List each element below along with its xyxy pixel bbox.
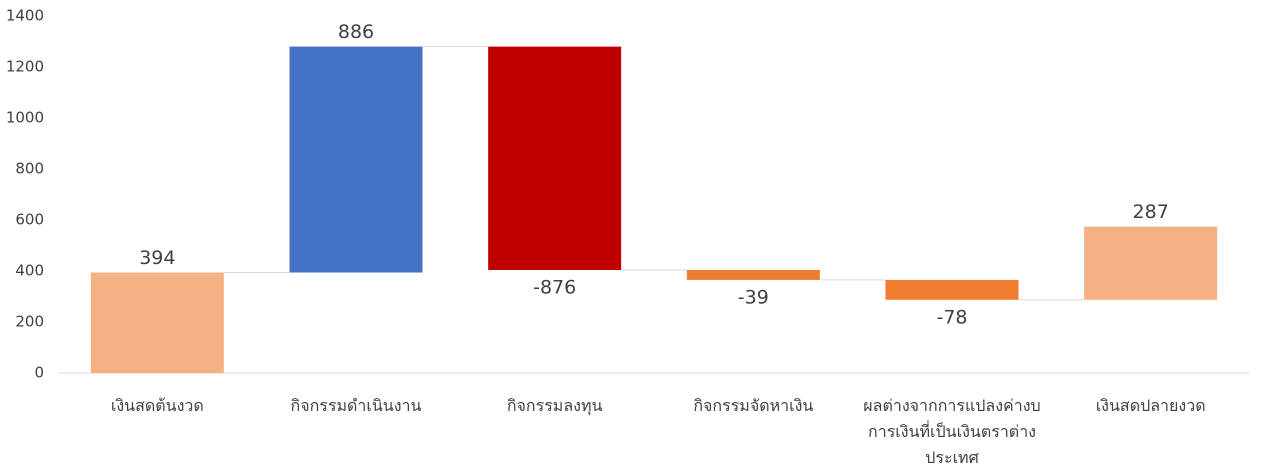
y-tick-label: 600: [15, 211, 44, 229]
value-label: -39: [738, 286, 769, 308]
x-tick-label: ผลต่างจากการแปลงค่างบการเงินที่เป็นเงินต…: [863, 396, 1041, 467]
bar: [686, 269, 820, 280]
bar: [488, 46, 622, 270]
x-tick-label: เงินสดปลายงวด: [1095, 396, 1206, 415]
x-tick-label: กิจกรรมลงทุน: [506, 396, 603, 415]
value-label: 287: [1133, 201, 1169, 223]
y-tick-label: 400: [15, 262, 44, 280]
bar: [90, 272, 224, 373]
bar: [289, 46, 423, 273]
x-tick-label: เงินสดต้นงวด: [110, 396, 204, 415]
value-label: 886: [338, 21, 374, 43]
bar: [1084, 226, 1218, 300]
value-label: -876: [533, 276, 576, 298]
value-label: 394: [139, 247, 175, 269]
y-tick-label: 0: [34, 364, 44, 382]
x-tick-label: กิจกรรมดำเนินงาน: [290, 396, 422, 415]
y-tick-label: 1000: [6, 109, 44, 127]
y-tick-label: 800: [15, 160, 44, 178]
bar: [885, 279, 1019, 300]
value-label: -78: [936, 306, 967, 328]
y-tick-label: 1400: [6, 7, 44, 25]
y-tick-label: 1200: [6, 58, 44, 76]
x-tick-label: กิจกรรมจัดหาเงิน: [693, 396, 814, 415]
y-tick-label: 200: [15, 313, 44, 331]
